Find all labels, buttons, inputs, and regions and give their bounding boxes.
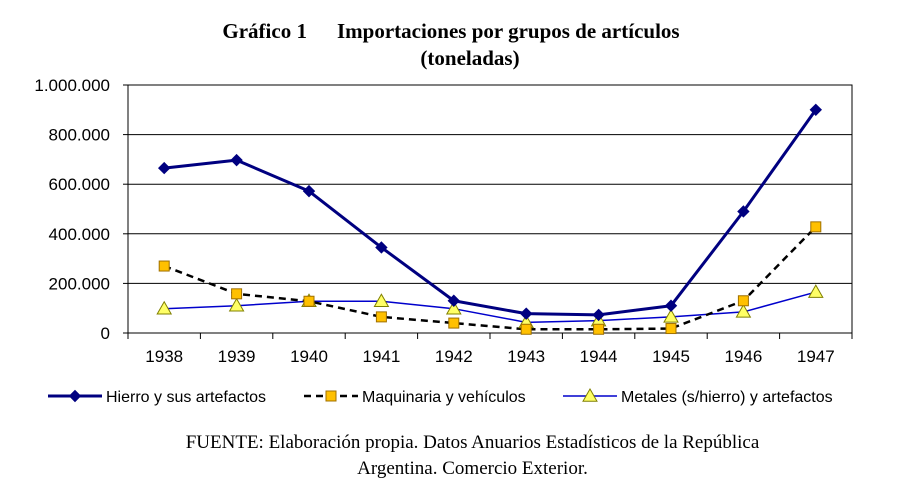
y-tick-label: 1.000.000 (34, 76, 110, 95)
legend-marker-maquinaria-y-vehiculos (325, 390, 337, 402)
x-tick-label: 1939 (218, 347, 256, 366)
data-point-hierro-y-sus-artefactos (230, 153, 243, 167)
y-tick-label: 800.000 (49, 126, 110, 145)
data-point-hierro-y-sus-artefactos (737, 205, 750, 218)
data-point-maquinaria-y-vehiculos (737, 295, 749, 307)
x-tick-label: 1945 (652, 347, 690, 366)
data-point-metales-s-hierro-y-artefactos (807, 284, 824, 298)
y-tick-label: 0 (101, 324, 110, 343)
x-tick-label: 1940 (290, 347, 328, 366)
data-point-maquinaria-y-vehiculos (448, 317, 460, 329)
chart-title-number: Gráfico 1 (222, 19, 307, 43)
data-point-metales-s-hierro-y-artefactos (228, 297, 245, 312)
data-point-maquinaria-y-vehiculos (665, 323, 677, 335)
data-point-maquinaria-y-vehiculos (810, 221, 822, 233)
y-tick-label: 600.000 (49, 175, 110, 194)
legend-marker-hierro-y-sus-artefactos (68, 389, 82, 403)
chart-title-unit: (toneladas) (420, 46, 520, 70)
chart-title-main: Importaciones por grupos de artículos (336, 19, 680, 43)
x-tick-label: 1942 (435, 347, 473, 366)
data-point-metales-s-hierro-y-artefactos (373, 293, 390, 308)
data-point-maquinaria-y-vehiculos (593, 323, 605, 335)
data-point-hierro-y-sus-artefactos (592, 308, 605, 322)
data-point-hierro-y-sus-artefactos (519, 307, 533, 320)
data-point-metales-s-hierro-y-artefactos (445, 300, 462, 315)
legend-label-hierro-y-sus-artefactos: Hierro y sus artefactos (106, 389, 266, 406)
x-tick-label: 1941 (362, 347, 400, 366)
x-tick-label: 1947 (797, 347, 835, 366)
data-point-hierro-y-sus-artefactos (302, 184, 316, 198)
data-point-maquinaria-y-vehiculos (231, 288, 243, 300)
y-tick-label: 200.000 (49, 274, 110, 293)
data-point-maquinaria-y-vehiculos (375, 311, 387, 323)
source-note: FUENTE: Elaboración propia. Datos Anuari… (0, 430, 902, 482)
data-point-hierro-y-sus-artefactos (157, 161, 171, 175)
series-line-maquinaria-y-vehiculos (163, 225, 817, 331)
data-point-maquinaria-y-vehiculos (303, 295, 315, 307)
chart-title: Gráfico 1 Importaciones por grupos de art… (0, 18, 902, 70)
data-point-maquinaria-y-vehiculos (158, 260, 170, 272)
x-tick-label: 1944 (580, 347, 618, 366)
data-point-hierro-y-sus-artefactos (664, 299, 678, 312)
data-point-metales-s-hierro-y-artefactos (735, 303, 752, 318)
source-line-2: Argentina. Comercio Exterior. (357, 458, 588, 479)
y-tick-label: 400.000 (49, 225, 110, 244)
x-tick-label: 1938 (145, 347, 183, 366)
legend-label-maquinaria-y-vehiculos: Maquinaria y vehículos (362, 389, 526, 406)
x-tick-label: 1946 (724, 347, 762, 366)
data-point-hierro-y-sus-artefactos (809, 103, 823, 117)
legend-label-metales-s-hierro-y-artefactos: Metales (s/hierro) y artefactos (621, 389, 833, 406)
source-line-1: FUENTE: Elaboración propia. Datos Anuari… (185, 432, 760, 453)
data-point-metales-s-hierro-y-artefactos (663, 308, 679, 323)
series-line-hierro-y-sus-artefactos (164, 108, 818, 317)
x-tick-label: 1943 (507, 347, 545, 366)
data-point-hierro-y-sus-artefactos (375, 241, 388, 254)
legend-marker-metales-s-hierro-y-artefactos (582, 387, 598, 402)
data-point-maquinaria-y-vehiculos (520, 323, 532, 335)
data-point-hierro-y-sus-artefactos (447, 294, 461, 307)
data-point-metales-s-hierro-y-artefactos (156, 300, 173, 315)
